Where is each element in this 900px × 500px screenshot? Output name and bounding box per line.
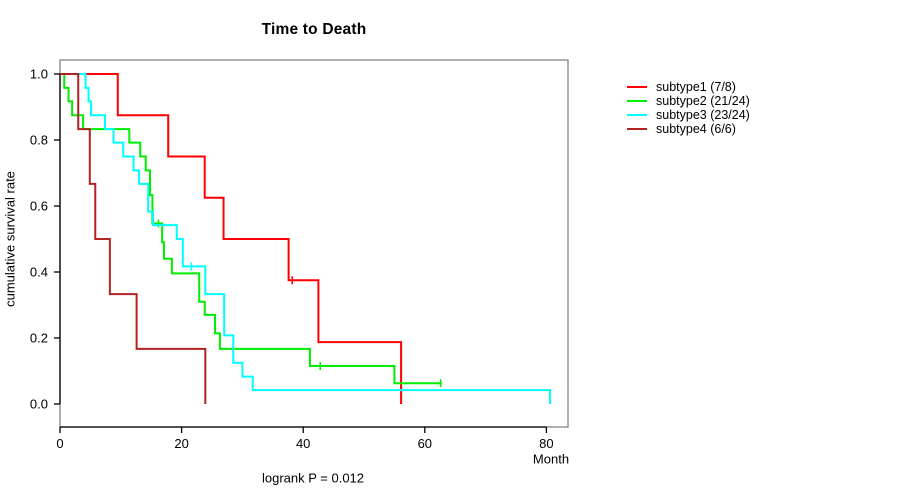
y-tick-label: 0.4 bbox=[30, 265, 48, 280]
y-tick-label: 0.6 bbox=[30, 199, 48, 214]
legend-label-subtype3: subtype3 (23/24) bbox=[656, 108, 750, 122]
legend-line-subtype4 bbox=[627, 128, 647, 130]
legend-item-subtype2: subtype2 (21/24) bbox=[627, 94, 750, 108]
y-tick-label: 0.2 bbox=[30, 331, 48, 346]
x-axis-title: Month bbox=[532, 451, 570, 467]
series-curve-3 bbox=[60, 73, 552, 404]
series-curve-1 bbox=[60, 73, 403, 404]
legend-label-subtype1: subtype1 (7/8) bbox=[656, 80, 736, 94]
legend-label-subtype4: subtype4 (6/6) bbox=[656, 122, 736, 136]
y-tick-label: 0.8 bbox=[30, 133, 48, 148]
logrank-p-annotation: logrank P = 0.012 bbox=[261, 470, 365, 486]
legend-line-subtype3 bbox=[627, 114, 647, 116]
legend: subtype1 (7/8) subtype2 (21/24) subtype3… bbox=[627, 80, 750, 136]
series-curve-2 bbox=[60, 73, 442, 385]
legend-line-subtype2 bbox=[627, 100, 647, 102]
y-tick-label: 1.0 bbox=[30, 67, 48, 82]
x-tick-label: 0 bbox=[56, 436, 63, 451]
legend-label-subtype2: subtype2 (21/24) bbox=[656, 94, 750, 108]
x-tick-label: 60 bbox=[418, 436, 432, 451]
x-tick-label: 20 bbox=[174, 436, 188, 451]
chart-title: Time to Death bbox=[261, 21, 367, 38]
legend-item-subtype1: subtype1 (7/8) bbox=[627, 80, 750, 94]
x-tick-label: 40 bbox=[296, 436, 310, 451]
legend-item-subtype4: subtype4 (6/6) bbox=[627, 122, 750, 136]
x-tick-label: 80 bbox=[539, 436, 553, 451]
legend-line-subtype1 bbox=[627, 86, 647, 88]
legend-item-subtype3: subtype3 (23/24) bbox=[627, 108, 750, 122]
y-tick-label: 0.0 bbox=[30, 397, 48, 412]
series-curve-4 bbox=[60, 73, 207, 404]
